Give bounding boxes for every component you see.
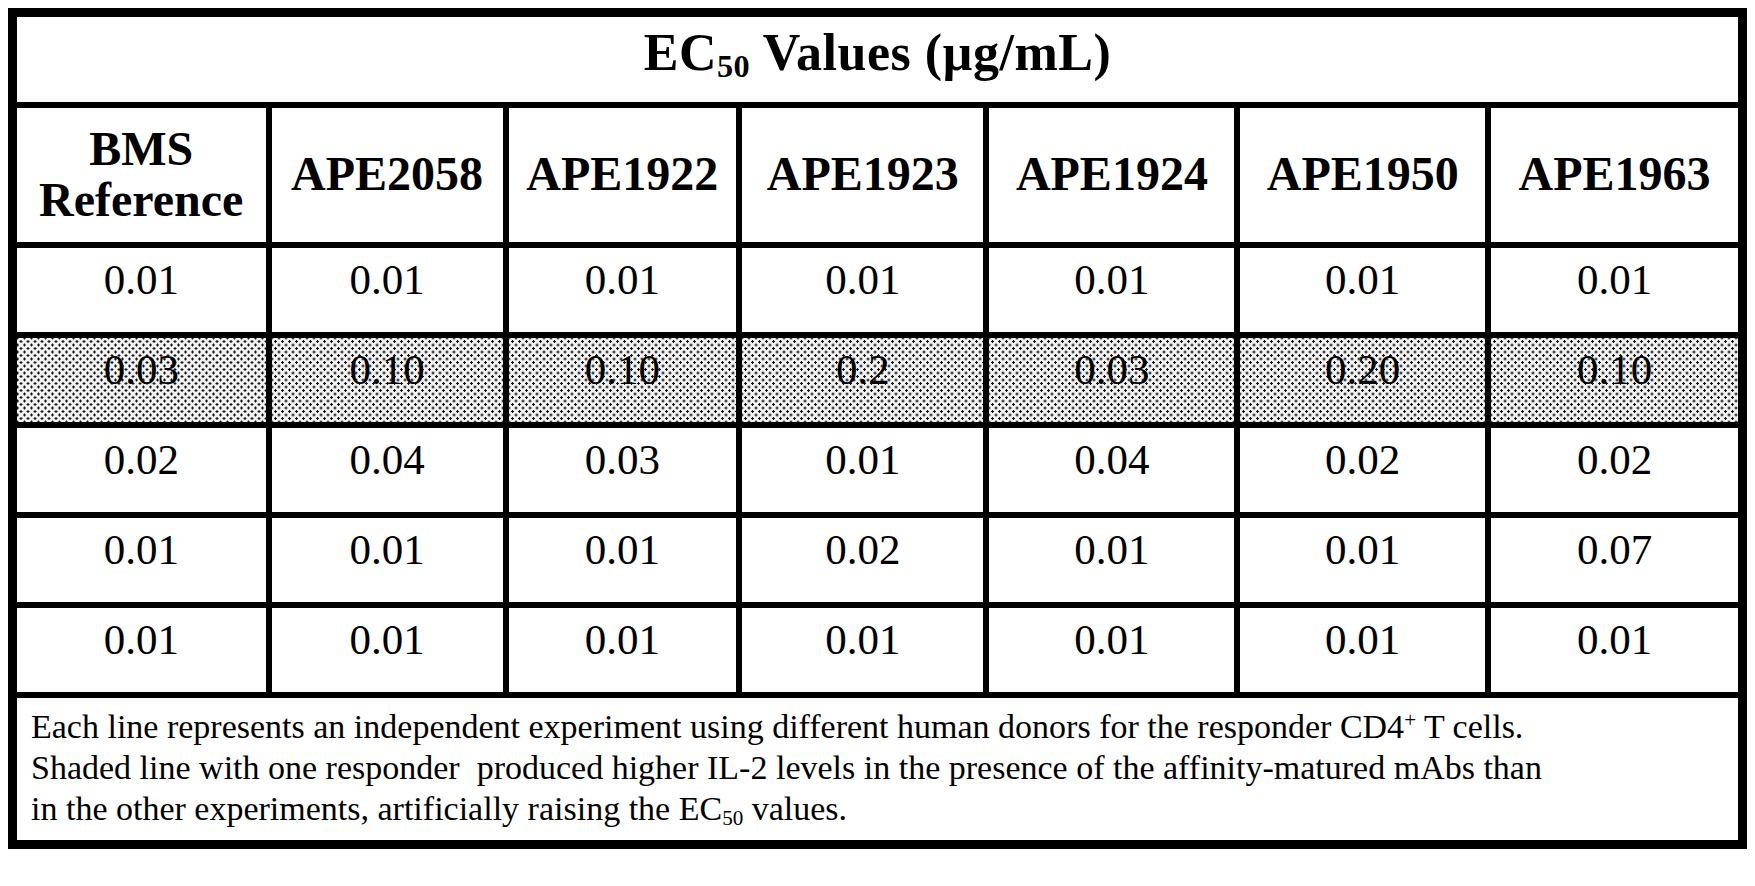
- column-header-ape1923: APE1923: [739, 105, 986, 245]
- footnote-line-1: Each line represents an independent expe…: [31, 706, 1724, 747]
- column-header-ape1963: APE1963: [1488, 105, 1742, 245]
- data-row: 0.010.010.010.010.010.010.01: [13, 605, 1743, 695]
- value-cell: 0.04: [269, 425, 506, 515]
- table-body: 0.010.010.010.010.010.010.010.030.100.10…: [13, 245, 1743, 695]
- table-title-subscript: 50: [717, 48, 750, 84]
- value-cell: 0.01: [269, 605, 506, 695]
- value-cell: 0.01: [986, 245, 1237, 335]
- document-page: EC50 Values (µg/mL) BMS ReferenceAPE2058…: [0, 0, 1755, 886]
- column-header-ape1922: APE1922: [506, 105, 740, 245]
- value-cell: 0.20: [1237, 335, 1488, 425]
- footnote-line-1-text: Each line represents an independent expe…: [31, 708, 1404, 745]
- footnote-ec50-subscript: 50: [722, 806, 743, 830]
- footnote-line-1-end: T cells.: [1416, 708, 1523, 745]
- value-cell: 0.2: [739, 335, 986, 425]
- data-row-shaded: 0.030.100.100.20.030.200.10: [13, 335, 1743, 425]
- value-cell: 0.01: [269, 245, 506, 335]
- column-header-ape1950: APE1950: [1237, 105, 1488, 245]
- footnote-line-3-end: values.: [743, 790, 847, 827]
- value-cell: 0.02: [13, 425, 269, 515]
- footnote-line-3-text: in the other experiments, artificially r…: [31, 790, 722, 827]
- data-row: 0.020.040.030.010.040.020.02: [13, 425, 1743, 515]
- value-cell: 0.02: [1237, 425, 1488, 515]
- column-header-bms-reference: BMS Reference: [13, 105, 269, 245]
- value-cell: 0.01: [739, 245, 986, 335]
- footnote: Each line represents an independent expe…: [13, 695, 1743, 845]
- value-cell: 0.01: [13, 605, 269, 695]
- ec50-values-table: EC50 Values (µg/mL) BMS ReferenceAPE2058…: [8, 8, 1747, 849]
- value-cell: 0.01: [506, 515, 740, 605]
- value-cell: 0.02: [1488, 425, 1742, 515]
- value-cell: 0.01: [506, 605, 740, 695]
- table-title: EC50 Values (µg/mL): [13, 13, 1743, 105]
- value-cell: 0.01: [506, 245, 740, 335]
- table-title-suffix: Values (µg/mL): [750, 24, 1111, 81]
- value-cell: 0.01: [739, 425, 986, 515]
- value-cell: 0.01: [269, 515, 506, 605]
- column-header-ape2058: APE2058: [269, 105, 506, 245]
- data-row: 0.010.010.010.010.010.010.01: [13, 245, 1743, 335]
- value-cell: 0.01: [986, 605, 1237, 695]
- footnote-line-2: Shaded line with one responder produced …: [31, 747, 1724, 788]
- value-cell: 0.01: [13, 245, 269, 335]
- value-cell: 0.01: [986, 515, 1237, 605]
- table-title-prefix: EC: [644, 24, 717, 81]
- value-cell: 0.04: [986, 425, 1237, 515]
- value-cell: 0.02: [739, 515, 986, 605]
- data-row: 0.010.010.010.020.010.010.07: [13, 515, 1743, 605]
- value-cell: 0.01: [739, 605, 986, 695]
- value-cell: 0.01: [1237, 245, 1488, 335]
- value-cell: 0.10: [1488, 335, 1742, 425]
- value-cell: 0.01: [13, 515, 269, 605]
- footnote-line-2-text: Shaded line with one responder produced …: [31, 749, 1542, 786]
- value-cell: 0.01: [1237, 515, 1488, 605]
- title-row: EC50 Values (µg/mL): [13, 13, 1743, 105]
- column-header-ape1924: APE1924: [986, 105, 1237, 245]
- value-cell: 0.10: [269, 335, 506, 425]
- column-header-row: BMS ReferenceAPE2058APE1922APE1923APE192…: [13, 105, 1743, 245]
- value-cell: 0.03: [13, 335, 269, 425]
- value-cell: 0.01: [1488, 245, 1742, 335]
- value-cell: 0.10: [506, 335, 740, 425]
- value-cell: 0.01: [1237, 605, 1488, 695]
- value-cell: 0.01: [1488, 605, 1742, 695]
- footnote-cd4-superscript: +: [1404, 708, 1416, 732]
- footnote-line-3: in the other experiments, artificially r…: [31, 788, 1724, 829]
- value-cell: 0.03: [986, 335, 1237, 425]
- footnote-row: Each line represents an independent expe…: [13, 695, 1743, 845]
- value-cell: 0.03: [506, 425, 740, 515]
- value-cell: 0.07: [1488, 515, 1742, 605]
